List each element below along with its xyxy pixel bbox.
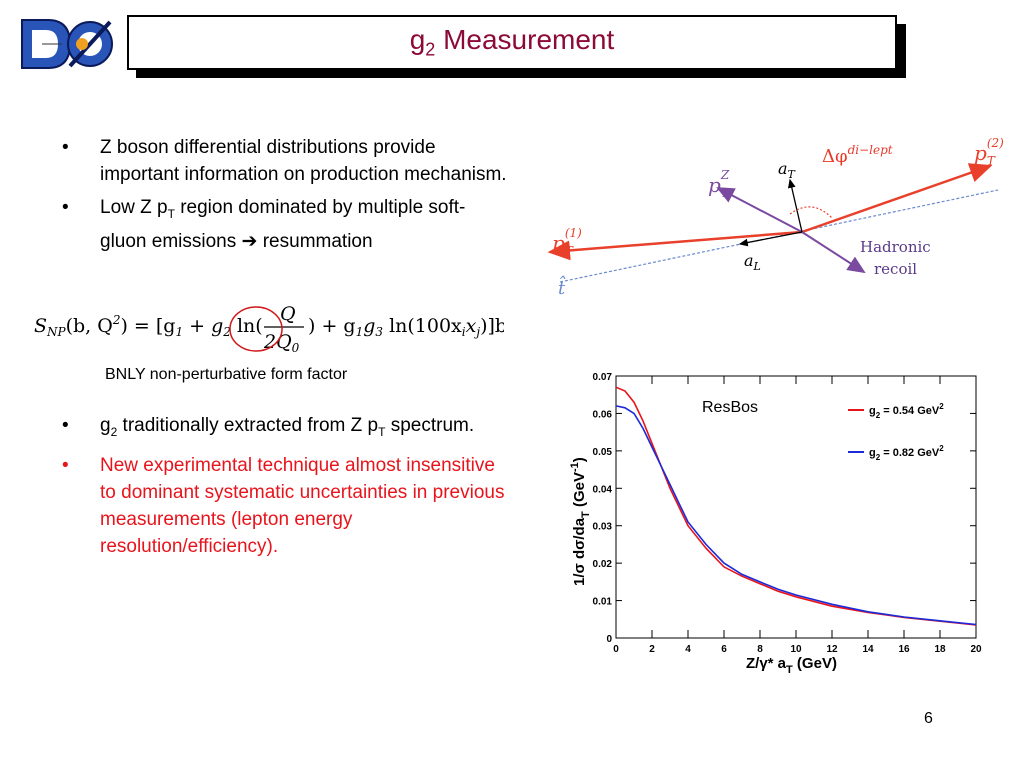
bullet-list-top: Z boson differential distributions provi… [60,134,510,261]
kinematics-diagram: pT(2) pT(1) pTZ aT aL t̂ Δφdi−lept Hadro… [547,136,1004,299]
at-label: aT [778,159,797,181]
page-number: 6 [924,710,933,727]
highlight-circle [229,306,283,352]
hadronic-label: Hadronic [860,238,931,256]
y-axis-label: 1/σ dσ/daT (GeV-1) [569,457,592,586]
pt1-label: pT(1) [552,226,582,258]
bullet-list-bottom: g2 traditionally extracted from Z pT spe… [60,412,510,566]
y-tick-label: 0 [606,634,612,645]
bullet-item: Low Z pT region dominated by multiple so… [60,194,510,255]
pt2-label: pT(2) [974,136,1004,168]
legend-label: g2 = 0.82 GeV2 [869,444,944,462]
y-tick-label: 0.06 [593,409,613,420]
x-tick-label: 10 [790,644,802,655]
al-arrow [738,231,803,247]
y-tick-label: 0.01 [593,597,613,608]
bullet-item: Z boson differential distributions provi… [60,134,510,188]
y-tick-label: 0.04 [593,484,613,495]
at-arrow [787,178,803,233]
svg-text:) + g1g3 ln(100xixj)]b2: ) + g1g3 ln(100xixj)]b2 [308,313,504,339]
formula: SNP(b, Q2) = [g1 + g2 ln( Q 2Q0 ) + g1g3… [34,300,515,365]
lepton1-arrow [547,230,803,261]
x-tick-label: 2 [649,644,655,655]
arrow-icon: ➔ [241,230,258,252]
chart-annotation: ResBos [702,399,758,416]
resbos-chart: 0 0.01 0.02 0.03 0.04 0.05 0.06 0.07 0 2 4 6 8 10 12 1… [569,372,982,676]
page-title: g2 Measurement [409,24,615,60]
x-tick-label: 8 [757,644,763,655]
thrust-axis [559,189,999,283]
ptz-label: pTZ [708,168,730,200]
svg-text:SNP(b, Q2) = [g1 + g2 ln(: SNP(b, Q2) = [g1 + g2 ln( [34,313,263,339]
lepton2-arrow [801,163,993,234]
formula-svg: SNP(b, Q2) = [g1 + g2 ln( Q 2Q0 ) + g1g3… [34,303,515,355]
x-tick-label: 4 [685,644,691,655]
thrust-label: t̂ [558,274,566,299]
series-line [615,386,977,626]
d0-logo [18,14,114,74]
x-axis-label: Z/γ* aT (GeV) [746,655,837,676]
title-box: g2 Measurement [127,15,897,70]
formula-caption: BNLY non-perturbative form factor [105,366,348,383]
al-label: aL [744,251,761,273]
dphi-arc [789,206,833,219]
x-tick-label: 14 [862,644,874,655]
bullet-item: New experimental technique almost insens… [60,452,510,560]
svg-text:Q: Q [280,303,296,325]
recoil-label: recoil [874,260,917,278]
recoil-arrow [801,231,866,274]
ptz-arrow [716,187,803,233]
x-tick-label: 0 [613,644,619,655]
x-tick-label: 12 [826,644,838,655]
x-tick-label: 16 [898,644,910,655]
bullet-item: g2 traditionally extracted from Z pT spe… [60,412,510,446]
dphi-label: Δφdi−lept [822,143,893,167]
y-tick-label: 0.05 [593,447,613,458]
x-tick-label: 6 [721,644,727,655]
legend-label: g2 = 0.54 GeV2 [869,402,944,420]
y-tick-label: 0.03 [593,522,613,533]
x-tick-label: 18 [934,644,946,655]
y-tick-label: 0.02 [593,559,613,570]
x-tick-label: 20 [970,644,982,655]
series-line [615,405,977,626]
y-tick-label: 0.07 [593,372,613,383]
